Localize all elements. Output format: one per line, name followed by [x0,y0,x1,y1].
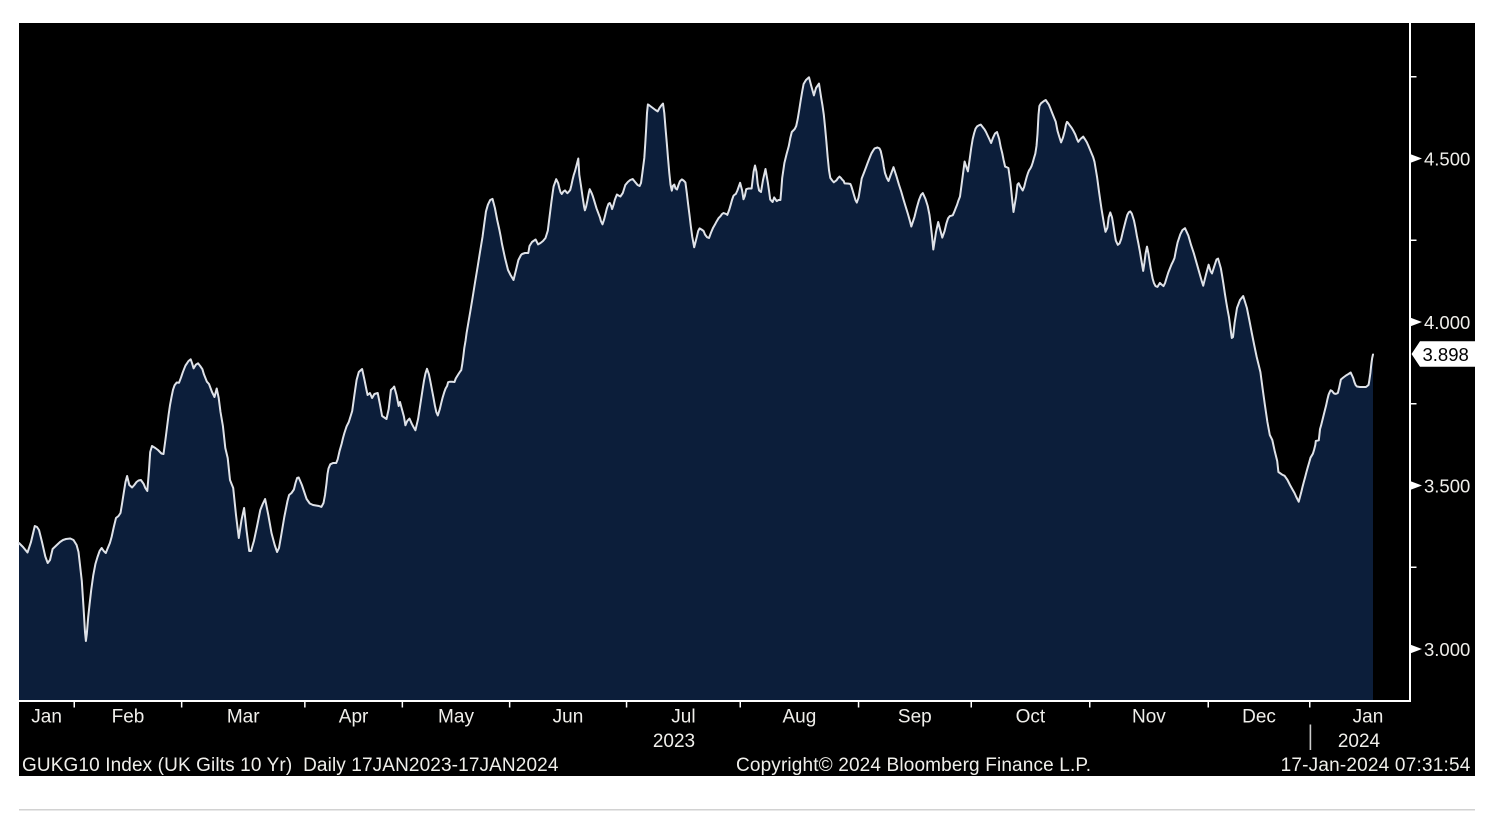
svg-text:Dec: Dec [1242,707,1276,728]
svg-text:Copyright© 2024 Bloomberg Fina: Copyright© 2024 Bloomberg Finance L.P. [736,755,1091,776]
svg-text:Jul: Jul [671,707,695,728]
svg-text:Oct: Oct [1016,707,1046,728]
svg-text:3.500: 3.500 [1424,475,1470,496]
svg-text:Nov: Nov [1132,707,1166,728]
svg-text:May: May [438,707,474,728]
svg-text:GUKG10 Index (UK Gilts 10 Yr): GUKG10 Index (UK Gilts 10 Yr) Daily 17JA… [22,755,559,776]
svg-text:3.000: 3.000 [1424,639,1470,660]
svg-text:Apr: Apr [339,707,369,728]
svg-text:Aug: Aug [782,707,816,728]
svg-text:2024: 2024 [1338,731,1381,752]
svg-text:Jun: Jun [553,707,584,728]
svg-text:3.898: 3.898 [1423,344,1469,365]
svg-text:Feb: Feb [112,707,145,728]
svg-text:4.500: 4.500 [1424,148,1470,169]
svg-text:Mar: Mar [227,707,260,728]
svg-text:Jan: Jan [1353,707,1384,728]
svg-text:Sep: Sep [898,707,932,728]
svg-text:17-Jan-2024 07:31:54: 17-Jan-2024 07:31:54 [1281,755,1471,776]
svg-text:4.000: 4.000 [1424,312,1470,333]
svg-text:2023: 2023 [653,731,695,752]
svg-text:Jan: Jan [31,707,62,728]
